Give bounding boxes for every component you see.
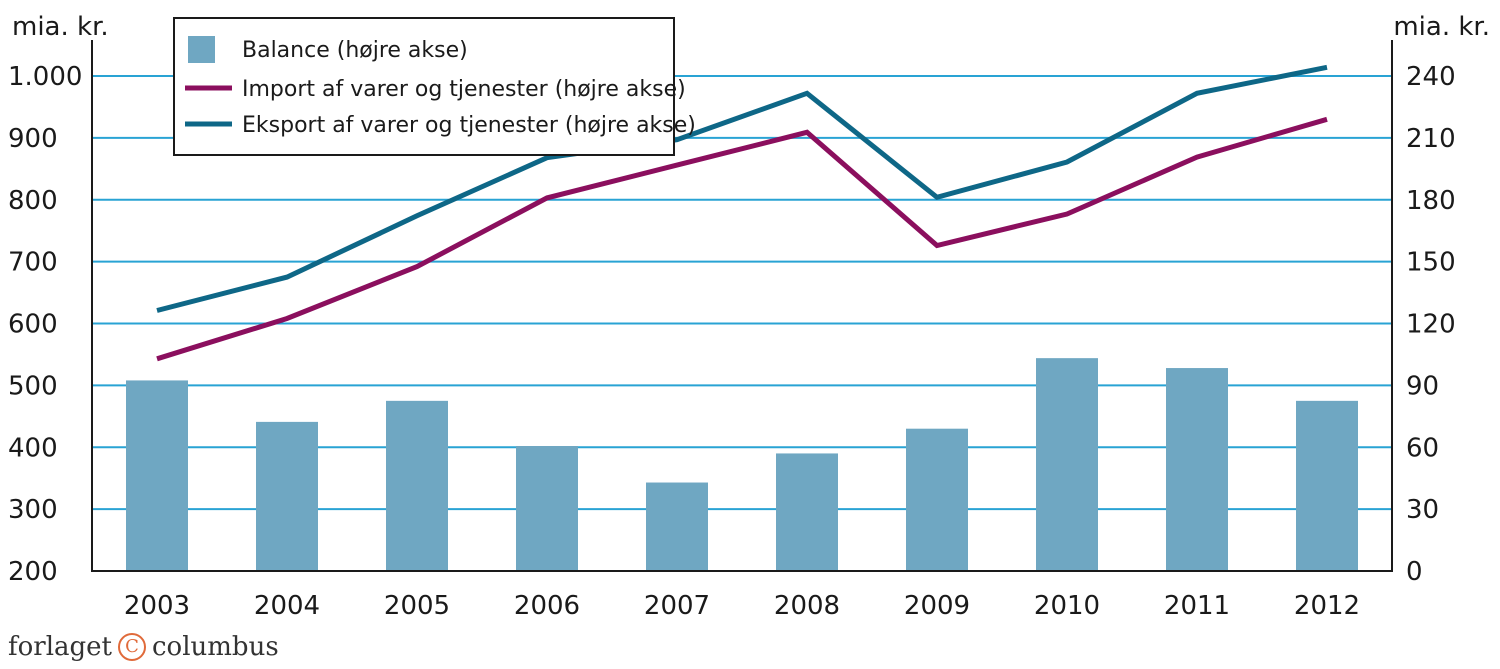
x-tick-label: 2006: [514, 591, 580, 621]
legend: Balance (højre akse) Import af varer og t…: [173, 17, 696, 156]
left-tick-label: 600: [8, 310, 58, 340]
left-tick-label: 400: [8, 433, 58, 463]
legend-swatch-balance: [188, 36, 215, 63]
publisher-logo: forlaget C columbus: [8, 632, 279, 662]
right-tick-label: 180: [1406, 186, 1456, 216]
left-tick-label: 900: [8, 124, 58, 154]
left-axis-ticks: 200 300 400 500 600 700 800 900 1.000: [8, 62, 82, 587]
right-tick-label: 120: [1406, 310, 1456, 340]
bar-balance-2009: [906, 428, 968, 571]
line-import: [156, 116, 1328, 362]
legend-label: Import af varer og tjenester (højre akse…: [242, 77, 686, 102]
legend-label: Eksport af varer og tjenester (højre aks…: [242, 113, 696, 138]
left-unit-label: mia. kr.: [12, 12, 109, 42]
bar-balance-2005: [386, 400, 448, 571]
publisher-name-left: forlaget: [8, 632, 112, 662]
left-tick-label: 300: [8, 495, 58, 525]
bar-series: [126, 358, 1358, 571]
x-tick-label: 2012: [1294, 591, 1360, 621]
x-axis-ticks: 2003 2004 2005 2006 2007 2008 2009 2010 2011 2012: [124, 591, 1360, 621]
left-tick-label: 200: [8, 557, 58, 587]
right-unit-label: mia. kr.: [1393, 12, 1490, 42]
bar-balance-2008: [776, 453, 838, 571]
bar-balance-2012: [1296, 400, 1358, 571]
x-tick-label: 2008: [774, 591, 840, 621]
left-tick-label: 500: [8, 371, 58, 401]
x-tick-label: 2004: [254, 591, 320, 621]
line-series: [156, 64, 1328, 362]
x-tick-label: 2007: [644, 591, 710, 621]
bar-balance-2006: [516, 446, 578, 571]
bar-balance-2004: [256, 421, 318, 571]
x-tick-label: 2003: [124, 591, 190, 621]
x-tick-label: 2009: [904, 591, 970, 621]
right-tick-label: 90: [1406, 371, 1439, 401]
right-tick-label: 0: [1406, 557, 1423, 587]
right-axis-ticks: 0 30 60 90 120 150 180 210 240: [1406, 62, 1456, 587]
bar-balance-2003: [126, 380, 188, 571]
left-tick-label: 1.000: [8, 62, 82, 92]
right-tick-label: 240: [1406, 62, 1456, 92]
bar-balance-2010: [1036, 358, 1098, 571]
x-tick-label: 2005: [384, 591, 450, 621]
x-tick-label: 2010: [1034, 591, 1100, 621]
line-eksport: [156, 64, 1328, 313]
right-tick-label: 150: [1406, 248, 1456, 278]
legend-box: [173, 17, 675, 156]
axes: [91, 40, 1393, 572]
left-tick-label: 700: [8, 248, 58, 278]
left-tick-label: 800: [8, 186, 58, 216]
bar-balance-2011: [1166, 368, 1228, 571]
x-tick-label: 2011: [1164, 591, 1230, 621]
bar-balance-2007: [646, 482, 708, 571]
publisher-c-icon: C: [118, 633, 146, 661]
right-tick-label: 60: [1406, 433, 1439, 463]
legend-label: Balance (højre akse): [242, 38, 468, 63]
right-tick-label: 210: [1406, 124, 1456, 154]
right-tick-label: 30: [1406, 495, 1439, 525]
publisher-name-right: columbus: [152, 632, 279, 662]
